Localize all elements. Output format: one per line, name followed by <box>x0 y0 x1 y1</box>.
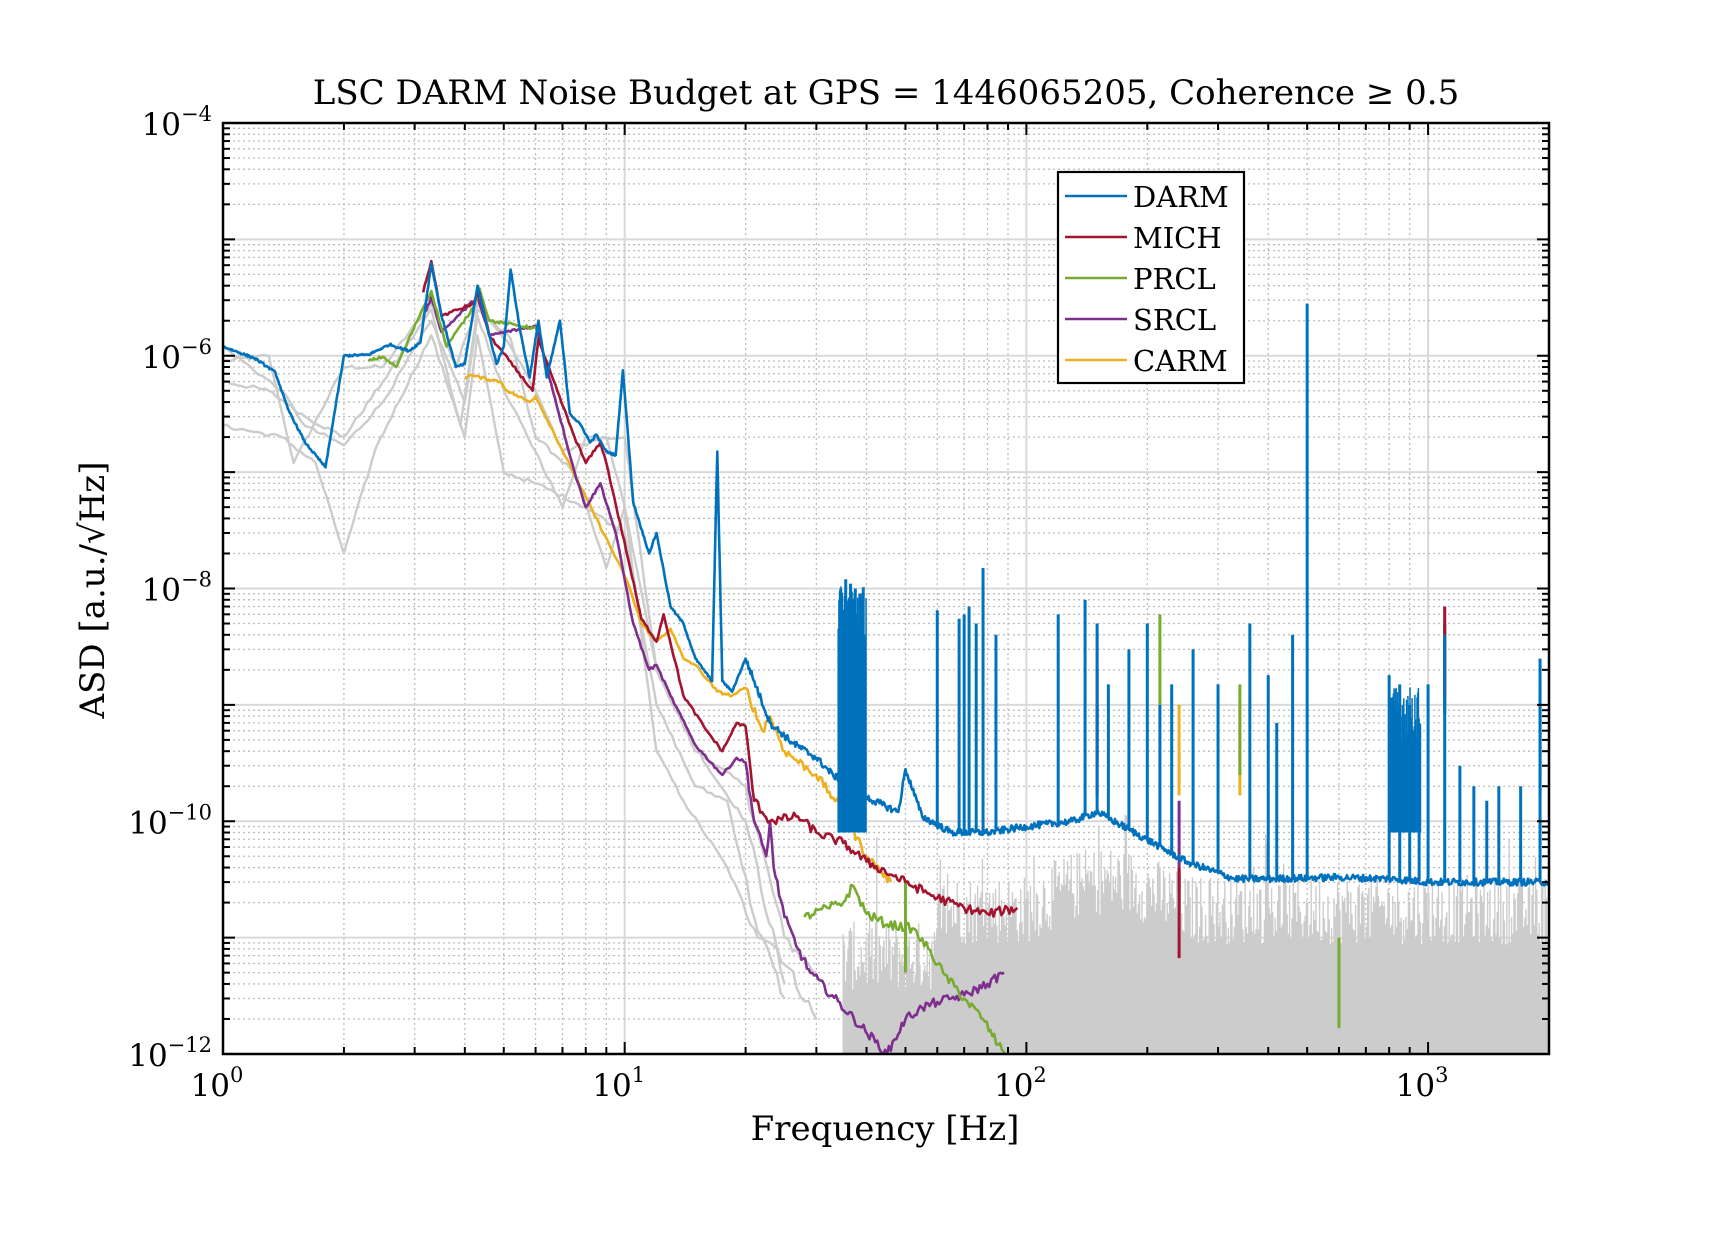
x-axis-label: Frequency [Hz] <box>751 1109 1020 1149</box>
x-tick-label: 101 <box>592 1063 645 1104</box>
axes-frame <box>221 121 1551 1056</box>
legend-label-srcl: SRCL <box>1133 303 1216 337</box>
x-tick-label: 102 <box>994 1063 1047 1104</box>
series-line <box>223 262 1549 887</box>
x-tick-label: 103 <box>1396 1063 1449 1104</box>
legend: DARM MICH PRCL SRCL CARM <box>1056 170 1246 385</box>
legend-label-prcl: PRCL <box>1133 262 1216 296</box>
y-tick-label: 10−8 <box>142 568 212 609</box>
y-tick-label: 10−12 <box>128 1033 212 1074</box>
darm-spike-clusters <box>837 586 1422 833</box>
y-tick-label: 10−10 <box>128 800 212 841</box>
reference-noise-band <box>842 814 1549 1054</box>
y-tick-label: 10−4 <box>142 102 212 143</box>
y-tick-labels: 10−12 10−10 10−8 10−6 10−4 <box>128 102 212 1074</box>
plot-area <box>221 121 1551 1056</box>
traces <box>223 259 1549 1054</box>
series-line <box>421 259 1019 918</box>
legend-label-carm: CARM <box>1133 344 1228 378</box>
series-line <box>424 295 1005 1054</box>
x-tick-label: 100 <box>191 1063 244 1104</box>
reference-trace <box>223 308 818 1020</box>
series-line <box>464 373 893 884</box>
y-axis-label: ASD [a.u./√Hz] <box>73 462 113 720</box>
y-tick-label: 10−6 <box>142 335 212 376</box>
legend-label-darm: DARM <box>1133 180 1229 214</box>
series-line <box>367 287 540 369</box>
reference-trace <box>223 334 786 1000</box>
chart-title: LSC DARM Noise Budget at GPS = 144606520… <box>313 73 1459 113</box>
x-tick-labels: 100 101 102 103 <box>191 1063 1449 1104</box>
legend-label-mich: MICH <box>1133 221 1222 255</box>
